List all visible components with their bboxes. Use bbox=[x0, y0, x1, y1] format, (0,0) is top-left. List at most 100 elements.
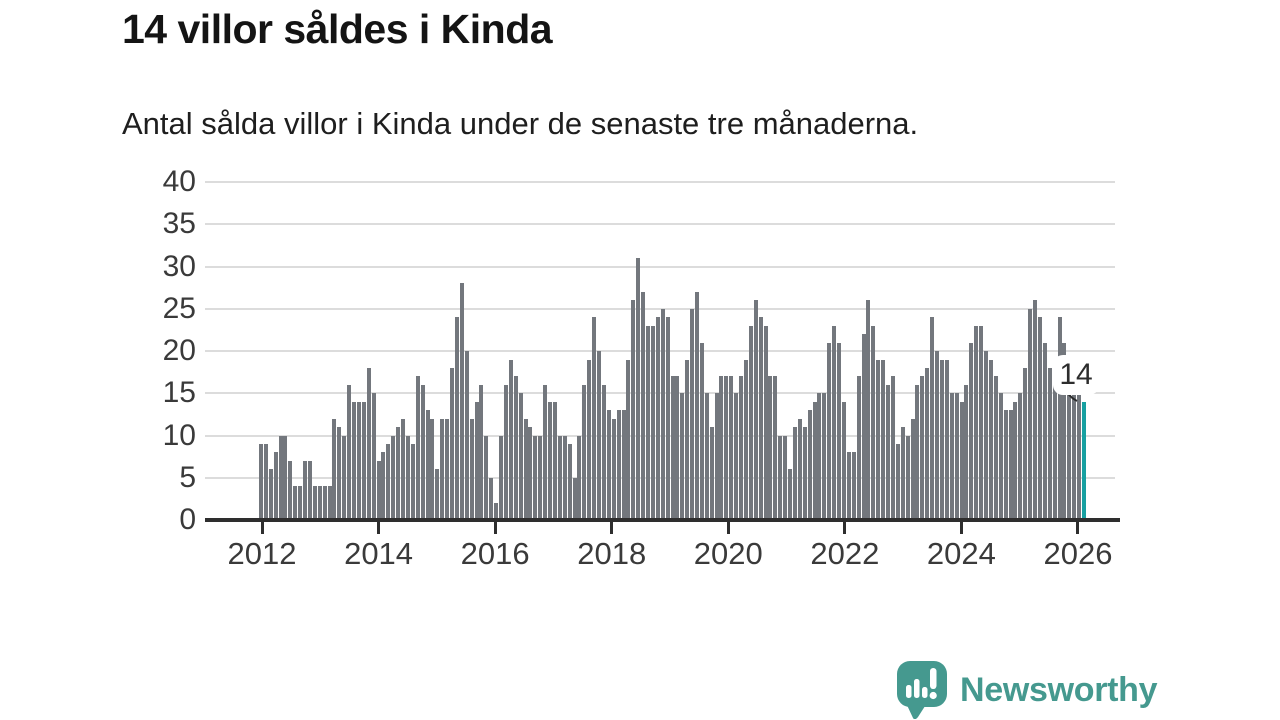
bar bbox=[273, 452, 278, 520]
bar bbox=[758, 317, 763, 520]
bar bbox=[597, 351, 602, 520]
bar bbox=[660, 308, 665, 520]
y-tick-label: 15 bbox=[162, 376, 196, 410]
bar bbox=[1042, 342, 1047, 520]
bar bbox=[616, 410, 621, 520]
x-tick-label-2016: 2016 bbox=[460, 536, 530, 571]
bar bbox=[401, 418, 406, 520]
bar bbox=[1023, 367, 1028, 520]
bar bbox=[307, 460, 312, 520]
bar bbox=[856, 376, 861, 520]
bar bbox=[474, 401, 479, 520]
bar bbox=[851, 452, 856, 520]
brand-wordmark: Newsworthy bbox=[960, 670, 1158, 709]
bar bbox=[268, 469, 273, 520]
bar bbox=[611, 418, 616, 520]
x-axis-tick bbox=[493, 522, 497, 534]
y-tick-label: 40 bbox=[162, 165, 196, 198]
bar bbox=[837, 342, 842, 520]
y-tick-label: 0 bbox=[179, 503, 196, 536]
bar bbox=[915, 384, 920, 520]
bar bbox=[1062, 342, 1067, 520]
bar bbox=[499, 435, 504, 520]
bar bbox=[366, 367, 371, 520]
bar bbox=[283, 435, 288, 520]
chart-subtitle: Antal sålda villor i Kinda under de sena… bbox=[122, 106, 919, 141]
bar bbox=[577, 435, 582, 520]
bar bbox=[381, 452, 386, 520]
bar bbox=[337, 427, 342, 520]
bar bbox=[959, 401, 964, 520]
bar bbox=[454, 317, 459, 520]
bar bbox=[881, 359, 886, 520]
bar bbox=[788, 469, 793, 520]
x-axis-tick bbox=[843, 522, 847, 534]
bar bbox=[278, 435, 283, 520]
bar bbox=[1003, 410, 1008, 520]
bar bbox=[562, 435, 567, 520]
bar bbox=[984, 351, 989, 520]
gridline-y-10 bbox=[205, 434, 1115, 437]
bar bbox=[508, 359, 513, 520]
bar bbox=[739, 376, 744, 520]
bar bbox=[582, 384, 587, 520]
bar bbox=[763, 325, 768, 520]
bar bbox=[420, 384, 425, 520]
bar bbox=[841, 401, 846, 520]
bar bbox=[410, 444, 415, 520]
x-axis-tick bbox=[726, 522, 730, 534]
bar bbox=[606, 410, 611, 520]
bar bbox=[450, 367, 455, 520]
bar bbox=[792, 427, 797, 520]
bar bbox=[905, 435, 910, 520]
bar bbox=[552, 401, 557, 520]
bar bbox=[259, 444, 263, 520]
bar bbox=[895, 444, 900, 520]
bar bbox=[704, 393, 709, 520]
newsworthy-speech-bubble-chart-icon bbox=[897, 661, 947, 719]
bar bbox=[435, 469, 440, 520]
highlighted-latest-bar bbox=[1082, 401, 1086, 520]
bar bbox=[773, 376, 778, 520]
bar bbox=[293, 486, 298, 520]
bar bbox=[361, 401, 366, 520]
bar bbox=[964, 384, 969, 520]
bar bbox=[415, 376, 420, 520]
bar bbox=[910, 418, 915, 520]
bar bbox=[753, 300, 758, 520]
bar bbox=[890, 376, 895, 520]
bar bbox=[376, 460, 381, 520]
bar bbox=[1037, 317, 1042, 520]
bar bbox=[538, 435, 543, 520]
gridline-y-35 bbox=[205, 223, 1115, 226]
bar bbox=[802, 427, 807, 520]
last-value-annotation: 14 bbox=[1053, 355, 1099, 395]
bar bbox=[861, 334, 866, 520]
newsworthy-logo[interactable]: Newsworthy bbox=[894, 659, 1158, 719]
bar bbox=[969, 342, 974, 520]
bar bbox=[557, 435, 562, 520]
bar bbox=[1057, 317, 1062, 520]
x-tick-label-2020: 2020 bbox=[693, 536, 763, 571]
bar bbox=[445, 418, 450, 520]
x-tick-label-2012: 2012 bbox=[227, 536, 297, 571]
bar bbox=[935, 351, 940, 520]
bar bbox=[974, 325, 979, 520]
y-tick-label: 20 bbox=[162, 334, 196, 367]
bar bbox=[347, 384, 352, 520]
bar bbox=[396, 427, 401, 520]
bar bbox=[592, 317, 597, 520]
bar bbox=[601, 384, 606, 520]
bar bbox=[690, 308, 695, 520]
gridline-y-40 bbox=[205, 181, 1115, 183]
x-axis-tick bbox=[610, 522, 614, 534]
x-tick-label-2024: 2024 bbox=[926, 536, 996, 571]
bar bbox=[670, 376, 675, 520]
bar bbox=[998, 393, 1003, 520]
bar bbox=[900, 427, 905, 520]
bar bbox=[832, 325, 837, 520]
bar bbox=[303, 460, 308, 520]
bar bbox=[655, 317, 660, 520]
y-tick-label: 25 bbox=[162, 291, 196, 325]
